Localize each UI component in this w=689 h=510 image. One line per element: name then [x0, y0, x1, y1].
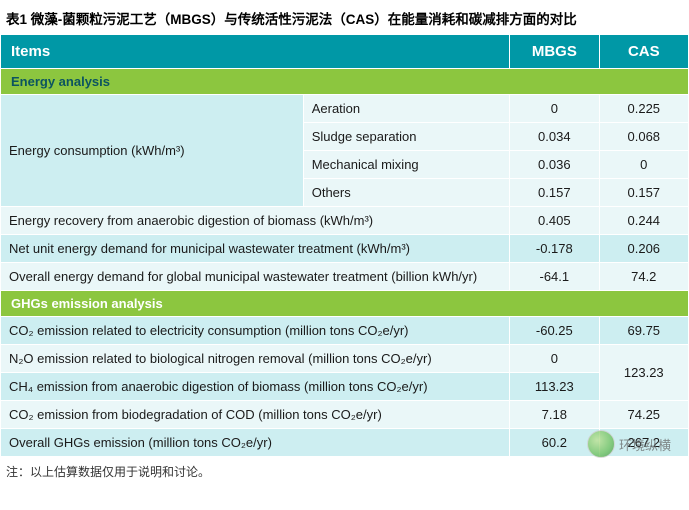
section-energy-label: Energy analysis: [1, 69, 689, 95]
section-energy: Energy analysis: [1, 69, 689, 95]
val-sludge-cas: 0.068: [599, 123, 688, 151]
n2o-ch4-cas-merged: 123.23: [599, 345, 688, 401]
table-title: 表1 微藻-菌颗粒污泥工艺（MBGS）与传统活性污泥法（CAS）在能量消耗和碳减…: [0, 0, 689, 34]
row-aeration: Energy consumption (kWh/m³) Aeration 0 0…: [1, 95, 689, 123]
val-others-mbgs: 0.157: [510, 179, 599, 207]
recovery-cas: 0.244: [599, 207, 688, 235]
recovery-label: Energy recovery from anaerobic digestion…: [1, 207, 510, 235]
section-ghg-label: GHGs emission analysis: [1, 291, 689, 317]
val-mixing-cas: 0: [599, 151, 688, 179]
col-cas: CAS: [599, 35, 688, 69]
co2-elec-label: CO₂ emission related to electricity cons…: [1, 317, 510, 345]
co2-cod-cas: 74.25: [599, 401, 688, 429]
val-others-cas: 0.157: [599, 179, 688, 207]
co2-cod-mbgs: 7.18: [510, 401, 599, 429]
overall-ghg-cas: 267.2: [599, 429, 688, 457]
energy-consumption-label: Energy consumption (kWh/m³): [1, 95, 304, 207]
row-n2o: N₂O emission related to biological nitro…: [1, 345, 689, 373]
row-ch4: CH₄ emission from anaerobic digestion of…: [1, 373, 689, 401]
row-net-unit: Net unit energy demand for municipal was…: [1, 235, 689, 263]
row-overall-ghg: Overall GHGs emission (million tons CO₂e…: [1, 429, 689, 457]
footnote: 注：以上估算数据仅用于说明和讨论。: [0, 457, 689, 480]
overall-ghg-mbgs: 60.2: [510, 429, 599, 457]
table-header-row: Items MBGS CAS: [1, 35, 689, 69]
recovery-mbgs: 0.405: [510, 207, 599, 235]
val-aeration-mbgs: 0: [510, 95, 599, 123]
n2o-mbgs: 0: [510, 345, 599, 373]
net-unit-cas: 0.206: [599, 235, 688, 263]
comparison-table: Items MBGS CAS Energy analysis Energy co…: [0, 34, 689, 457]
sub-others: Others: [303, 179, 509, 207]
overall-ghg-label: Overall GHGs emission (million tons CO₂e…: [1, 429, 510, 457]
sub-aeration: Aeration: [303, 95, 509, 123]
col-mbgs: MBGS: [510, 35, 599, 69]
section-ghg: GHGs emission analysis: [1, 291, 689, 317]
row-co2-cod: CO₂ emission from biodegradation of COD …: [1, 401, 689, 429]
n2o-label: N₂O emission related to biological nitro…: [1, 345, 510, 373]
net-unit-label: Net unit energy demand for municipal was…: [1, 235, 510, 263]
co2-elec-mbgs: -60.25: [510, 317, 599, 345]
sub-mixing: Mechanical mixing: [303, 151, 509, 179]
overall-energy-label: Overall energy demand for global municip…: [1, 263, 510, 291]
co2-cod-label: CO₂ emission from biodegradation of COD …: [1, 401, 510, 429]
row-overall-energy: Overall energy demand for global municip…: [1, 263, 689, 291]
val-mixing-mbgs: 0.036: [510, 151, 599, 179]
sub-sludge: Sludge separation: [303, 123, 509, 151]
val-aeration-cas: 0.225: [599, 95, 688, 123]
row-recovery: Energy recovery from anaerobic digestion…: [1, 207, 689, 235]
overall-energy-mbgs: -64.1: [510, 263, 599, 291]
val-sludge-mbgs: 0.034: [510, 123, 599, 151]
overall-energy-cas: 74.2: [599, 263, 688, 291]
col-items: Items: [1, 35, 510, 69]
co2-elec-cas: 69.75: [599, 317, 688, 345]
ch4-mbgs: 113.23: [510, 373, 599, 401]
ch4-label: CH₄ emission from anaerobic digestion of…: [1, 373, 510, 401]
row-co2-elec: CO₂ emission related to electricity cons…: [1, 317, 689, 345]
net-unit-mbgs: -0.178: [510, 235, 599, 263]
